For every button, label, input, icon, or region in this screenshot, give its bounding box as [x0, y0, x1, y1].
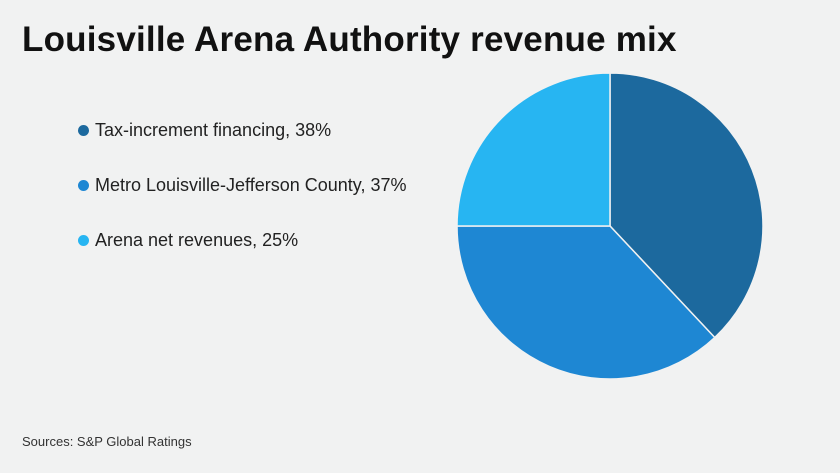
source-note: Sources: S&P Global Ratings	[22, 434, 192, 449]
legend-label: Metro Louisville-Jefferson County, 37%	[95, 174, 407, 195]
pie-slice-0	[609, 72, 764, 339]
legend-item-arena-net-revenues: Arena net revenues, 25%	[78, 228, 406, 252]
legend-swatch	[78, 179, 89, 191]
legend-swatch	[78, 234, 89, 246]
legend-item-metro-louisville: Metro Louisville-Jefferson County, 37%	[78, 173, 406, 197]
pie-slice-2	[456, 72, 611, 227]
pie-chart	[456, 72, 764, 380]
chart-title: Louisville Arena Authority revenue mix	[22, 20, 677, 59]
legend-swatch	[78, 124, 89, 136]
legend-item-tax-increment-financing: Tax-increment financing, 38%	[78, 118, 406, 142]
legend-label: Arena net revenues, 25%	[95, 229, 299, 250]
legend-label: Tax-increment financing, 38%	[95, 119, 332, 140]
chart-legend: Tax-increment financing, 38% Metro Louis…	[78, 118, 406, 283]
pie-slice-1	[456, 225, 716, 380]
